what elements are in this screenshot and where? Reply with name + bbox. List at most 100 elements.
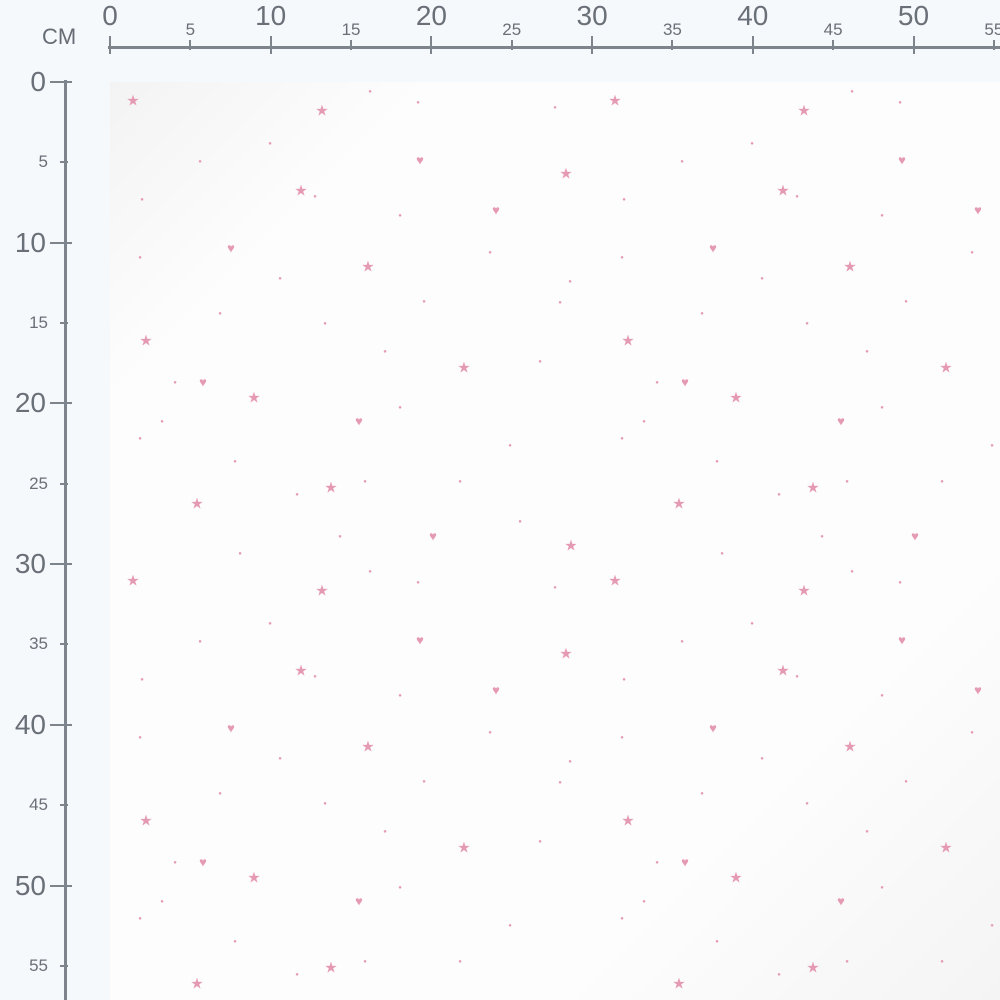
dot-motif: ● (642, 899, 646, 905)
dot-motif: ● (558, 780, 562, 786)
star-icon: ★ (729, 389, 743, 407)
dot-motif: ● (795, 194, 799, 200)
star-icon: ★ (190, 975, 204, 993)
x-tick (671, 40, 674, 50)
star-icon: ★ (139, 812, 153, 830)
y-tick (50, 563, 72, 566)
heart-icon: ♥ (911, 528, 919, 544)
heart-icon: ♥ (898, 632, 906, 648)
dot-motif: ● (880, 213, 884, 219)
heart-icon: ♥ (199, 374, 207, 390)
star-icon: ★ (939, 839, 953, 857)
dot-motif: ● (363, 479, 367, 485)
x-tick-label: 40 (737, 0, 769, 31)
star-icon: ★ (776, 662, 790, 680)
fabric-shading (110, 82, 1000, 1000)
star-icon: ★ (324, 959, 338, 977)
dot-motif: ● (398, 885, 402, 891)
x-tick (992, 40, 995, 50)
dot-motif: ● (805, 801, 809, 807)
star-icon: ★ (843, 258, 857, 276)
y-tick-label: 35 (29, 634, 48, 654)
star-icon: ★ (457, 359, 471, 377)
dot-motif: ● (538, 359, 542, 365)
dot-motif: ● (398, 405, 402, 411)
dot-motif: ● (278, 756, 282, 762)
unit-label: CM (42, 24, 77, 49)
x-tick (510, 40, 513, 50)
heart-icon: ♥ (492, 202, 500, 218)
dot-motif: ● (138, 735, 142, 741)
dot-motif: ● (622, 677, 626, 683)
star-icon: ★ (139, 332, 153, 350)
x-tick (591, 36, 594, 54)
dot-motif: ● (620, 436, 624, 442)
y-tick-label: 25 (29, 473, 48, 493)
dot-motif: ● (760, 756, 764, 762)
y-tick (50, 402, 72, 405)
dot-motif: ● (416, 580, 420, 586)
dot-motif: ● (622, 197, 626, 203)
x-tick-label: 35 (662, 20, 682, 39)
x-tick-label: 0 (102, 0, 118, 31)
x-tick-label: 50 (897, 0, 930, 31)
dot-motif: ● (398, 213, 402, 219)
dot-motif: ● (313, 674, 317, 680)
fabric-swatch: ★ ★ ● ● ★ ★ ★ ★ ★ ★ ★ ★ ★ ♥ ♥ ♥ ♥ ♥ ♥ ● ● ● ● ● ● ● ● ● ● ● ● ● ● ● ● ● ● ● ● ●… (110, 82, 1000, 1000)
dot-motif: ● (553, 105, 557, 111)
dot-motif: ● (140, 677, 144, 683)
dot-motif: ● (383, 829, 387, 835)
dot-motif: ● (904, 299, 908, 305)
star-icon: ★ (806, 959, 820, 977)
y-tick-label: 40 (14, 708, 46, 740)
star-icon: ★ (294, 662, 308, 680)
x-tick (751, 36, 754, 54)
dot-motif: ● (295, 492, 299, 498)
x-tick (832, 40, 835, 50)
x-tick (189, 40, 192, 50)
x-tick-label: 55 (984, 20, 1000, 39)
star-icon: ★ (361, 738, 375, 756)
y-tick (60, 161, 68, 164)
heart-icon: ♥ (837, 413, 845, 429)
heart-icon: ♥ (199, 854, 207, 870)
heart-icon: ♥ (492, 682, 500, 698)
dot-motif: ● (140, 197, 144, 203)
y-tick-label: 10 (14, 226, 46, 258)
dot-motif: ● (777, 492, 781, 498)
dot-motif: ● (990, 443, 994, 449)
dot-motif: ● (233, 459, 237, 465)
dot-motif: ● (173, 380, 177, 386)
dot-motif: ● (458, 959, 462, 965)
dot-motif: ● (680, 639, 684, 645)
x-tick-label: 20 (415, 0, 447, 31)
heart-icon: ♥ (681, 374, 689, 390)
x-tick (269, 36, 272, 54)
star-icon: ★ (315, 102, 329, 120)
x-tick-label: 25 (502, 20, 522, 39)
dot-motif: ● (750, 621, 754, 627)
heart-icon: ♥ (416, 632, 424, 648)
star-icon: ★ (247, 389, 261, 407)
star-icon: ★ (564, 537, 578, 555)
star-icon: ★ (672, 975, 686, 993)
dot-motif: ● (720, 551, 724, 557)
x-tick-label: 10 (255, 0, 287, 31)
dot-motif: ● (422, 779, 426, 785)
dot-motif: ● (850, 89, 854, 95)
dot-motif: ● (940, 479, 944, 485)
dot-motif: ● (700, 791, 704, 797)
dot-motif: ● (518, 519, 522, 525)
dot-motif: ● (970, 250, 974, 256)
dot-motif: ● (620, 255, 624, 261)
dot-motif: ● (655, 380, 659, 386)
dot-motif: ● (323, 801, 327, 807)
y-tick (60, 643, 68, 646)
star-icon: ★ (126, 92, 140, 110)
dot-motif: ● (700, 311, 704, 317)
y-tick (60, 482, 68, 485)
dot-motif: ● (750, 141, 754, 147)
x-tick-label: 30 (576, 0, 608, 31)
dot-motif: ● (368, 89, 372, 95)
dot-motif: ● (990, 923, 994, 929)
